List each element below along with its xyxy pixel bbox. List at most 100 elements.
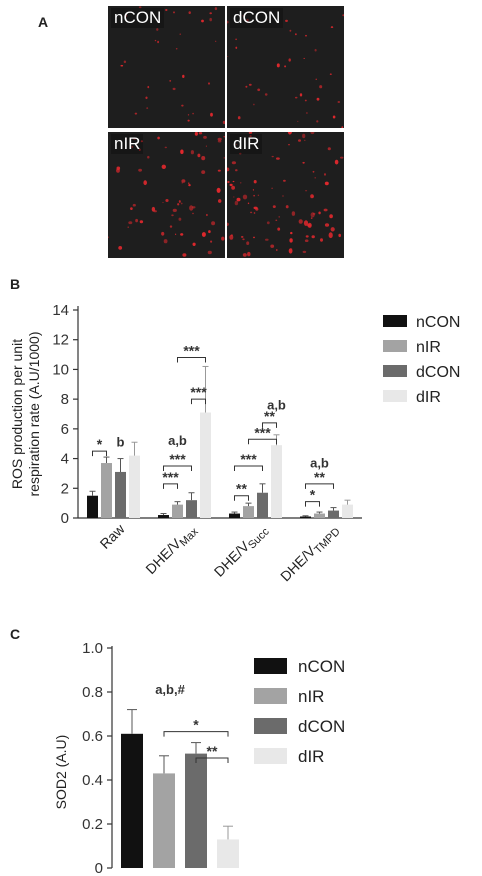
signal-dot: [153, 210, 157, 213]
signal-dot: [171, 214, 174, 217]
signal-dot: [294, 96, 298, 99]
legend-label: dCON: [298, 717, 345, 736]
signal-dot: [138, 148, 141, 151]
signal-dot: [181, 182, 183, 184]
signal-dot: [130, 207, 133, 210]
bar-nir: [153, 773, 175, 868]
bar-dir: [129, 455, 140, 518]
bar-nir: [172, 504, 183, 518]
signal-dot: [131, 146, 134, 148]
panel-a-letter: A: [38, 14, 49, 30]
signal-dot: [227, 180, 230, 184]
signal-dot: [123, 60, 127, 64]
signal-dot: [188, 182, 190, 184]
bar-ncon: [300, 516, 311, 518]
signal-dot: [289, 29, 292, 32]
signal-dot: [341, 126, 344, 128]
signal-dot: [217, 169, 221, 172]
signal-dot: [173, 11, 175, 14]
signal-dot: [211, 221, 216, 226]
signal-dot: [338, 233, 341, 238]
micro-dots-dir: [227, 132, 344, 257]
significance-label: a,b: [310, 455, 329, 470]
signal-dot: [218, 199, 222, 203]
bar-nir: [101, 463, 112, 518]
x-tick-label: DHE/VSucc: [211, 520, 272, 581]
signal-dot: [165, 199, 169, 202]
signal-dot: [334, 159, 339, 165]
signal-dot: [147, 155, 150, 159]
signal-dot: [201, 156, 206, 161]
signal-dot: [236, 144, 238, 145]
y-tick-label: 10: [52, 361, 69, 378]
signal-dot: [264, 93, 268, 96]
signal-dot: [134, 112, 138, 115]
x-tick-label: DHE/VTMPD: [277, 521, 343, 587]
signal-dot: [221, 236, 225, 241]
signal-dot: [201, 232, 206, 237]
significance-bracket: [163, 483, 178, 489]
signal-dot: [304, 139, 306, 141]
signal-dot: [187, 114, 190, 116]
signal-dot: [257, 194, 260, 196]
signal-dot: [320, 238, 323, 242]
signal-dot: [310, 217, 313, 219]
signal-dot: [312, 170, 315, 173]
x-tick-label-sub: Succ: [246, 525, 272, 551]
bar-dir: [200, 412, 211, 518]
micro-image-nir: nIR: [108, 132, 225, 258]
signal-dot: [203, 135, 207, 139]
y-tick-label: 6: [61, 421, 69, 438]
micro-dots-ncon: [120, 6, 225, 125]
signal-dot: [302, 161, 305, 164]
signal-dot: [240, 236, 244, 238]
x-tick-label: Raw: [96, 520, 128, 552]
signal-dot: [201, 170, 206, 174]
signal-dot: [291, 211, 296, 216]
signal-dot: [312, 195, 314, 198]
y-axis-label-line: respiration rate (A.U/1000): [26, 332, 42, 497]
legend-swatch-dir: [383, 390, 407, 402]
signal-dot: [206, 213, 208, 217]
signal-dot: [169, 225, 173, 228]
signal-dot: [330, 227, 335, 232]
signal-dot: [162, 202, 164, 203]
signal-dot: [222, 120, 225, 125]
signal-dot: [242, 238, 245, 241]
x-tick-label-sub: TMPD: [312, 526, 343, 557]
signal-dot: [182, 253, 187, 257]
signal-dot: [257, 88, 261, 92]
signal-dot: [253, 194, 255, 197]
legend-label: dCON: [416, 364, 460, 381]
x-tick-label: DHE/VMax: [142, 520, 201, 579]
signal-dot: [132, 203, 136, 207]
signal-dot: [239, 182, 242, 184]
signal-dot: [304, 239, 309, 242]
signal-dot: [165, 9, 168, 11]
legend-label: nIR: [416, 339, 441, 356]
signal-dot: [312, 212, 316, 215]
signal-dot: [217, 137, 222, 141]
signal-dot: [125, 137, 127, 140]
signal-dot: [143, 180, 147, 186]
micro-image-ncon: nCON: [108, 6, 225, 128]
bar-ncon: [87, 495, 98, 518]
signal-dot: [237, 116, 241, 120]
y-tick-label: 0: [61, 510, 69, 527]
significance-label: a,b,#: [155, 682, 185, 697]
signal-dot: [194, 132, 198, 136]
significance-bracket: [234, 495, 249, 501]
significance-stars: ***: [254, 424, 271, 440]
bar-ncon: [158, 515, 169, 518]
signal-dot: [120, 64, 124, 67]
signal-dot: [163, 239, 168, 244]
bar-dcon: [186, 500, 197, 518]
bar-nir: [243, 506, 254, 518]
significance-bracket: [177, 357, 206, 363]
signal-dot: [156, 28, 159, 31]
significance-bracket: [234, 465, 263, 471]
signal-dot: [305, 235, 309, 238]
signal-dot: [197, 153, 201, 158]
signal-dot: [216, 187, 221, 193]
bar-dcon: [185, 753, 207, 868]
